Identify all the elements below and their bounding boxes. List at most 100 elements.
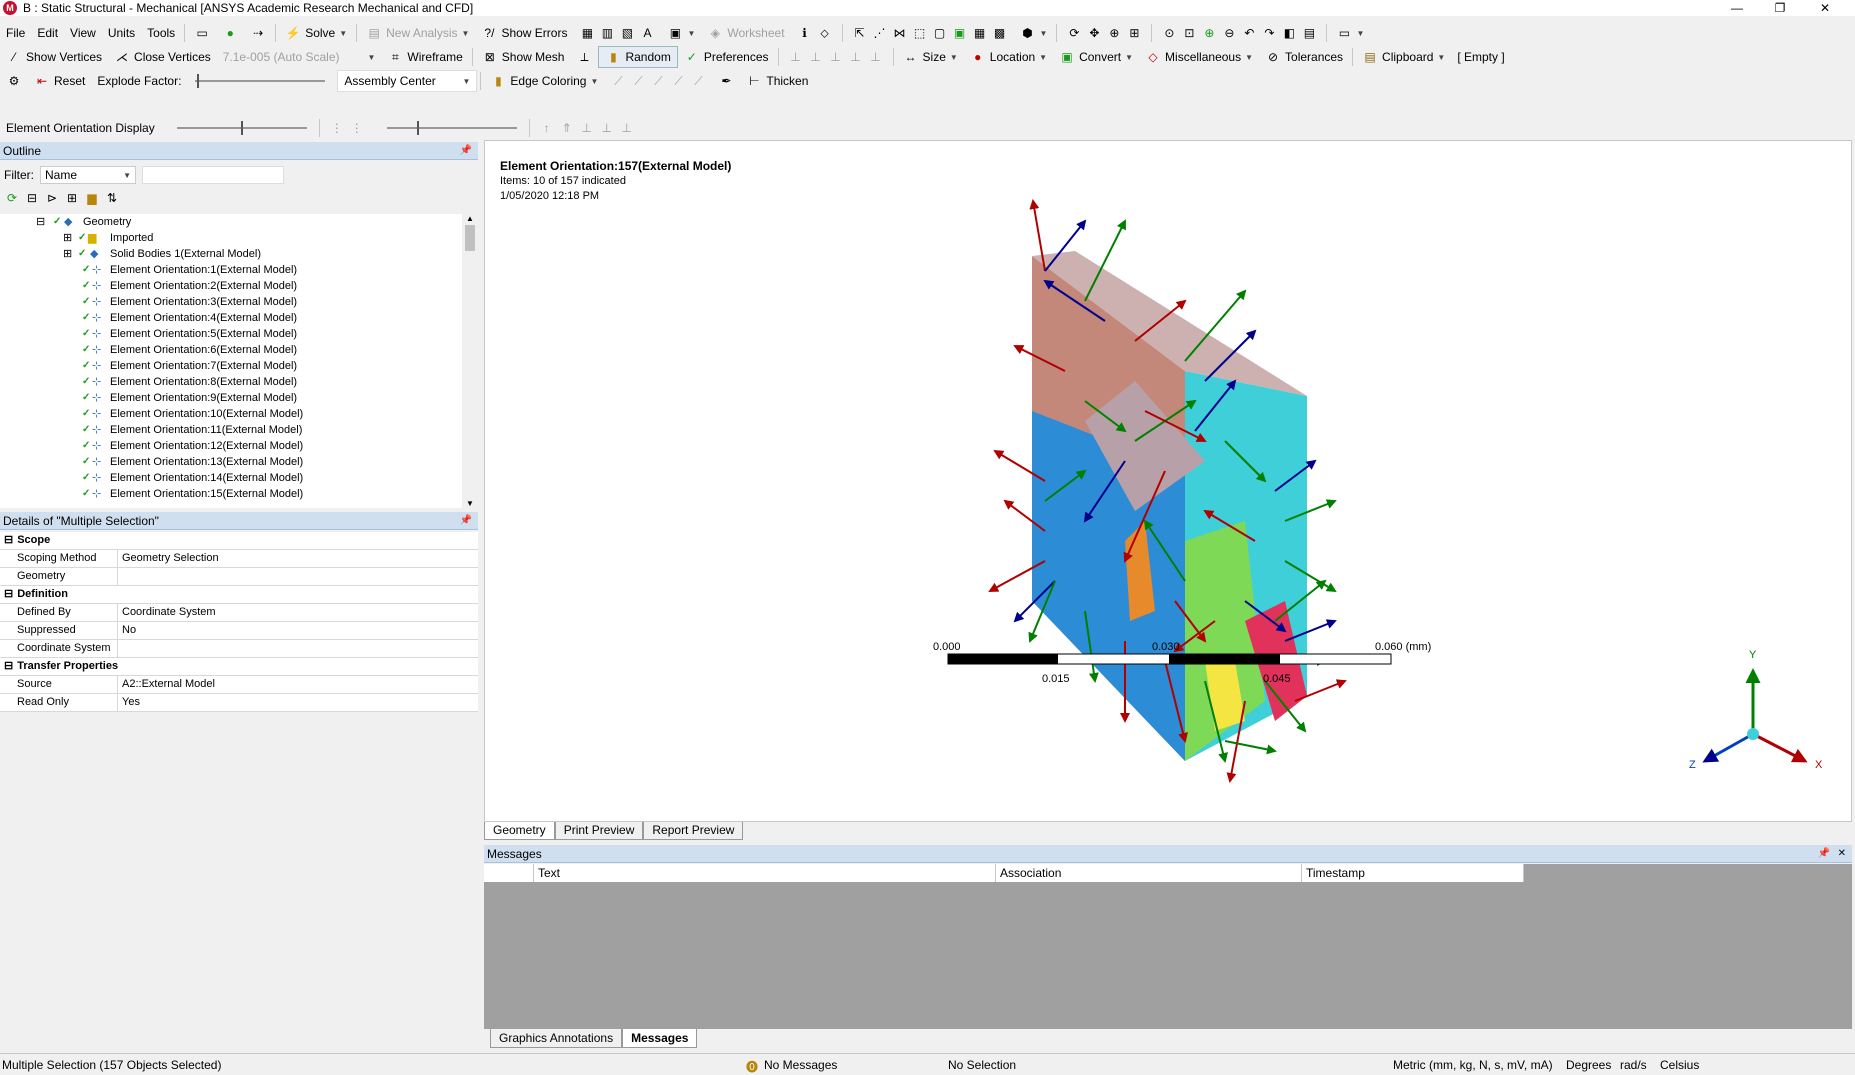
- details-group-scope[interactable]: ⊟ Scope: [0, 532, 478, 550]
- message-icon[interactable]: ⓿: [746, 1060, 759, 1074]
- folder-icon[interactable]: ▆: [87, 191, 97, 205]
- show-errors-button[interactable]: ?/ Show Errors: [475, 22, 573, 44]
- explode-icon-button[interactable]: ⚙: [0, 70, 28, 92]
- explode-factor-slider[interactable]: [195, 74, 326, 88]
- solve-button[interactable]: ⚡ Solve ▼: [279, 22, 353, 44]
- close-icon[interactable]: ✕: [1837, 848, 1846, 859]
- details-row[interactable]: Scoping Method Geometry Selection: [0, 550, 478, 568]
- menu-file[interactable]: File: [6, 26, 26, 40]
- chevron-down-icon[interactable]: ▼: [339, 28, 348, 38]
- chevron-down-icon[interactable]: ▼: [1356, 28, 1365, 38]
- tree-item-orientation[interactable]: ✓ ⊹ Element Orientation:6(External Model): [0, 342, 478, 358]
- property-value[interactable]: [118, 640, 478, 657]
- status-units[interactable]: Metric (mm, kg, N, s, mV, mA): [1393, 1058, 1553, 1072]
- property-value[interactable]: A2::External Model: [118, 676, 478, 693]
- graphics-viewport[interactable]: Element Orientation:157(External Model) …: [484, 140, 1852, 822]
- layout-button[interactable]: ▭ ▼: [1330, 22, 1370, 44]
- tree-item-orientation[interactable]: ✓ ⊹ Element Orientation:9(External Model): [0, 390, 478, 406]
- tree-item-orientation[interactable]: ✓ ⊹ Element Orientation:11(External Model): [0, 422, 478, 438]
- expand-icon[interactable]: ⊞: [63, 248, 73, 260]
- tree-item-orientation[interactable]: ✓ ⊹ Element Orientation:1(External Model): [0, 262, 478, 278]
- tree-item-orientation[interactable]: ✓ ⊹ Element Orientation:14(External Model): [0, 470, 478, 486]
- tab-graphics-annotations[interactable]: Graphics Annotations: [490, 1029, 623, 1048]
- details-row[interactable]: Coordinate System: [0, 640, 478, 658]
- slider-handle[interactable]: [240, 121, 243, 135]
- chevron-down-icon[interactable]: ▼: [461, 28, 470, 38]
- convert-button[interactable]: ▣ Convert ▼: [1053, 46, 1139, 68]
- tab-report-preview[interactable]: Report Preview: [643, 822, 744, 840]
- property-value[interactable]: No: [118, 622, 478, 639]
- pin-icon[interactable]: 📌: [459, 515, 472, 526]
- orientation-size-slider[interactable]: [176, 121, 307, 135]
- tree-item-orientation[interactable]: ✓ ⊹ Element Orientation:8(External Model): [0, 374, 478, 390]
- view-control-buttons[interactable]: ⟳ ✥ ⊕ ⊞: [1060, 22, 1148, 44]
- details-row[interactable]: Read Only Yes: [0, 694, 478, 712]
- property-value[interactable]: [118, 568, 478, 585]
- slider-handle[interactable]: [416, 121, 419, 135]
- slider-handle[interactable]: [197, 74, 200, 88]
- filter-select[interactable]: Name ▼: [40, 166, 136, 184]
- command-icon-button[interactable]: ▭: [188, 22, 216, 44]
- miscellaneous-button[interactable]: ◇ Miscellaneous ▼: [1139, 46, 1259, 68]
- tree-link-button[interactable]: ⇢: [244, 22, 272, 44]
- pin-icon[interactable]: 📌: [1817, 848, 1830, 859]
- chevron-down-icon[interactable]: ▼: [949, 52, 958, 62]
- status-celsius[interactable]: Celsius: [1660, 1058, 1700, 1072]
- clipboard-button[interactable]: ▤ Clipboard ▼: [1356, 46, 1451, 68]
- pin-icon[interactable]: 📌: [459, 145, 472, 156]
- check-button[interactable]: ●: [216, 22, 244, 44]
- status-messages[interactable]: No Messages: [764, 1058, 838, 1072]
- tree-item-orientation[interactable]: ✓ ⊹ Element Orientation:10(External Model): [0, 406, 478, 422]
- arrow-direction-buttons[interactable]: ↑ ⇑ ⊥ ⊥ ⊥: [533, 117, 641, 139]
- tree-item-orientation[interactable]: ✓ ⊹ Element Orientation:2(External Model): [0, 278, 478, 294]
- tree-item-orientation[interactable]: ✓ ⊹ Element Orientation:12(External Model): [0, 438, 478, 454]
- tree-item-orientation[interactable]: ✓ ⊹ Element Orientation:3(External Model): [0, 294, 478, 310]
- status-rads[interactable]: rad/s: [1620, 1058, 1647, 1072]
- details-row[interactable]: Source A2::External Model: [0, 676, 478, 694]
- close-vertices-button[interactable]: ⋌ Close Vertices: [108, 46, 217, 68]
- property-value[interactable]: Yes: [118, 694, 478, 711]
- details-row[interactable]: Suppressed No: [0, 622, 478, 640]
- status-degrees[interactable]: Degrees: [1566, 1058, 1612, 1072]
- chevron-down-icon[interactable]: ▼: [367, 52, 376, 62]
- preferences-button[interactable]: ✓ Preferences: [678, 46, 775, 68]
- edge-coloring-button[interactable]: ▮ Edge Coloring ▼: [484, 70, 604, 92]
- grid-buttons[interactable]: ⋮ ⋮: [323, 117, 371, 139]
- tree-item-orientation[interactable]: ✓ ⊹ Element Orientation:15(External Model): [0, 486, 478, 502]
- menu-edit[interactable]: Edit: [37, 26, 59, 40]
- details-row[interactable]: Geometry: [0, 568, 478, 586]
- extend-select-button[interactable]: ⬢ ▼: [1014, 22, 1054, 44]
- scroll-thumb[interactable]: [465, 225, 475, 251]
- model-view[interactable]: [485, 141, 1853, 823]
- report-icons-button[interactable]: ▦ ▥ ▧ A: [573, 22, 661, 44]
- col-association[interactable]: Association: [996, 864, 1302, 882]
- thicken-button[interactable]: ⊢ Thicken: [740, 70, 814, 92]
- assembly-center-select[interactable]: Assembly Center ▼: [337, 70, 478, 92]
- close-window-icon[interactable]: ✕: [1819, 1, 1831, 15]
- worksheet-button[interactable]: ◈ Worksheet: [701, 22, 790, 44]
- show-vertices-button[interactable]: ⁄ Show Vertices: [0, 46, 108, 68]
- sort-icon[interactable]: ⇅: [106, 191, 118, 205]
- col-timestamp[interactable]: Timestamp: [1302, 864, 1524, 882]
- tree-root-geometry[interactable]: ⊟ ✓ ◆ Geometry: [0, 214, 478, 230]
- tab-print-preview[interactable]: Print Preview: [554, 822, 644, 840]
- scroll-down-icon[interactable]: ▼: [466, 499, 474, 508]
- details-group-definition[interactable]: ⊟ Definition: [0, 586, 478, 604]
- scale-dropdown[interactable]: 7.1e-005 (Auto Scale) ▼: [217, 46, 382, 68]
- wireframe-button[interactable]: ⌗ Wireframe: [381, 46, 468, 68]
- size-button[interactable]: ↔ Size ▼: [897, 46, 964, 68]
- show-mesh-button[interactable]: ⊠ Show Mesh: [476, 46, 571, 68]
- chevron-down-icon[interactable]: ▼: [1437, 52, 1446, 62]
- chevron-down-icon[interactable]: ▼: [462, 76, 471, 86]
- chevron-down-icon[interactable]: ▼: [1039, 28, 1048, 38]
- scroll-up-icon[interactable]: ▲: [466, 214, 474, 223]
- tree-item-orientation[interactable]: ✓ ⊹ Element Orientation:5(External Model): [0, 326, 478, 342]
- location-button[interactable]: ● Location ▼: [964, 46, 1053, 68]
- collapse-icon[interactable]: ⊟: [26, 191, 38, 205]
- tree-item-solid-bodies[interactable]: ⊞ ✓ ◆ Solid Bodies 1(External Model): [0, 246, 478, 262]
- arrow-length-slider[interactable]: [386, 121, 517, 135]
- menu-units[interactable]: Units: [107, 26, 136, 40]
- col-text[interactable]: Text: [534, 864, 996, 882]
- new-analysis-button[interactable]: ▤ New Analysis ▼: [360, 22, 475, 44]
- axis-button[interactable]: ⟂: [570, 46, 598, 68]
